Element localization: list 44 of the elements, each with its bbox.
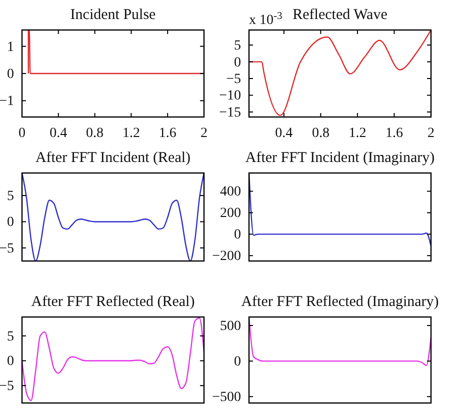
x-tick-label: 0.8 bbox=[312, 126, 330, 141]
x-tick-label: 0.4 bbox=[275, 126, 293, 141]
x-tick-label: 2 bbox=[428, 126, 434, 141]
y-tick-label: 500 bbox=[220, 319, 241, 334]
y-tick-label: 400 bbox=[220, 184, 241, 200]
y-tick-label: −1 bbox=[0, 94, 14, 110]
y-tick-label: 5 bbox=[7, 189, 14, 204]
y-tick-label: 5 bbox=[7, 329, 14, 344]
y-tick-label: −5 bbox=[226, 72, 241, 87]
line-series bbox=[22, 173, 204, 261]
y-tick-label: 1 bbox=[7, 40, 14, 55]
y-tick-label: −200 bbox=[212, 249, 241, 264]
x-tick-label: 0.8 bbox=[86, 126, 104, 141]
chart-title: After FFT Incident (Imaginary) bbox=[245, 150, 435, 166]
line-series bbox=[249, 317, 431, 366]
text: x 10$^{-3}$ bbox=[249, 10, 282, 28]
line-series bbox=[249, 173, 431, 247]
y-tick-label: −5 bbox=[0, 379, 14, 394]
x-tick-label: 0 bbox=[18, 126, 26, 141]
line-series bbox=[22, 317, 204, 402]
x-tick-label: 0.4 bbox=[50, 126, 68, 141]
x-tick-label: 1.6 bbox=[158, 126, 176, 141]
y-tick-label: 0 bbox=[7, 354, 14, 370]
y-tick-label: 200 bbox=[220, 206, 241, 222]
x-tick-label: 1.2 bbox=[122, 126, 140, 141]
chart-title: Reflected Wave bbox=[292, 7, 388, 23]
y-tick-label: −500 bbox=[212, 390, 241, 406]
y-tick-label: −10 bbox=[219, 88, 241, 104]
y-tick-label: 5 bbox=[234, 38, 241, 54]
chart-title: After FFT Incident (Real) bbox=[35, 150, 191, 166]
y-tick-label: −15 bbox=[219, 105, 241, 120]
x-tick-label: 1.6 bbox=[385, 126, 403, 141]
x-tick-label: 1.2 bbox=[348, 126, 366, 141]
chart-title: After FFT Reflected (Imaginary) bbox=[241, 294, 439, 310]
y-tick-label: 0 bbox=[234, 354, 241, 370]
y-tick-label: 0 bbox=[7, 66, 14, 82]
y-tick-label: 0 bbox=[7, 215, 14, 230]
y-tick-label: 0 bbox=[234, 55, 241, 70]
y-tick-label: −5 bbox=[0, 241, 14, 256]
line-series bbox=[249, 30, 431, 116]
x-tick-label: 2 bbox=[200, 126, 208, 141]
chart-title: Incident Pulse bbox=[70, 7, 156, 23]
chart-title: After FFT Reflected (Real) bbox=[31, 294, 195, 310]
y-tick-label: 0 bbox=[234, 228, 241, 243]
